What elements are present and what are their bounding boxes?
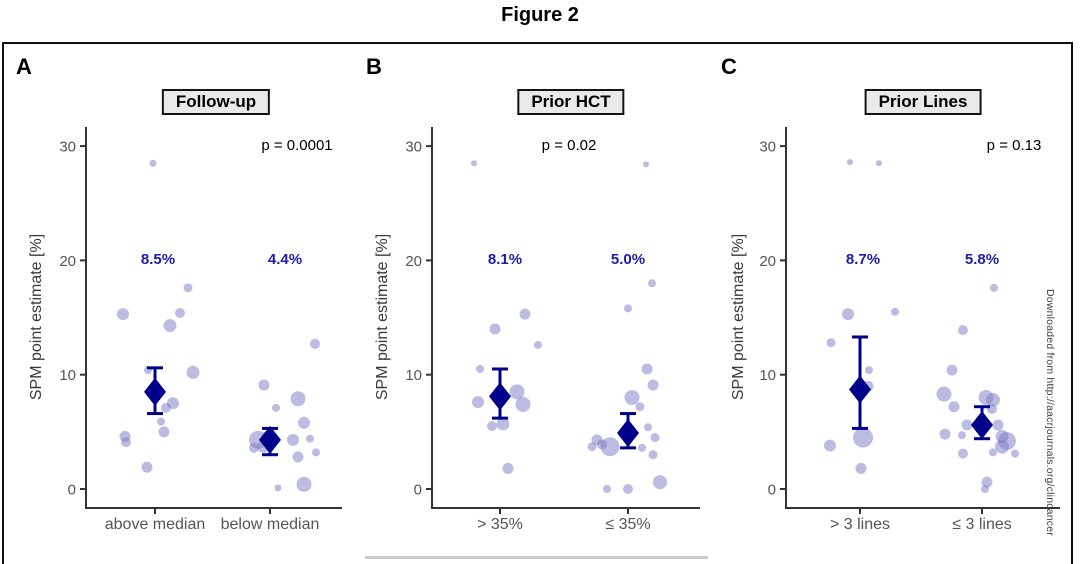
panel-b-xtick-label-2: ≤ 35% xyxy=(605,516,651,533)
panel-c-xtick-label-2: ≤ 3 lines xyxy=(952,516,1012,533)
panel-c-y-axis-title: SPM point estimate [%] xyxy=(730,233,747,401)
panel-a-p-value: p = 0.0001 xyxy=(261,137,333,154)
panel-c-xtick-label-1: > 3 lines xyxy=(829,516,891,533)
panel-a-y-axis-title: SPM point estimate [%] xyxy=(28,233,45,401)
figure-border-box xyxy=(2,42,1073,564)
panel-b-header: Prior HCT xyxy=(517,89,625,115)
panel-a-xtick-label-2: below median xyxy=(220,516,320,533)
panel-c-group1-mean-label: 8.7% xyxy=(845,251,881,268)
panel-b-group1-mean-label: 8.1% xyxy=(487,251,523,268)
panel-a-group2-mean-label: 4.4% xyxy=(267,251,303,268)
panel-a-group1-mean-label: 8.5% xyxy=(140,251,176,268)
panel-a-xtick-label-1: above median xyxy=(104,516,206,533)
cropped-divider-line xyxy=(365,556,708,559)
panel-b-xtick-label-1: > 35% xyxy=(477,516,523,533)
download-watermark: Downloaded from http://aacrjournals.org/… xyxy=(1044,289,1056,536)
panel-b-group2-mean-label: 5.0% xyxy=(610,251,646,268)
panel-b-p-value: p = 0.02 xyxy=(541,137,597,154)
panel-c-header: Prior Lines xyxy=(864,89,982,115)
figure-title: Figure 2 xyxy=(501,4,579,26)
panel-b-letter: B xyxy=(366,54,382,79)
panel-a-letter: A xyxy=(16,54,32,79)
panel-c-letter: C xyxy=(721,54,737,79)
panel-c-p-value: p = 0.13 xyxy=(986,137,1042,154)
panel-b-y-axis-title: SPM point estimate [%] xyxy=(374,233,391,401)
panel-c-group2-mean-label: 5.8% xyxy=(964,251,1000,268)
panel-a-header: Follow-up xyxy=(161,89,271,115)
